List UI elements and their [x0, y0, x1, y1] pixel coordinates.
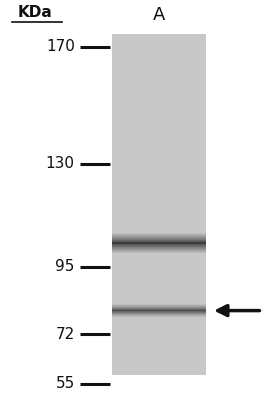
Bar	[112, 314, 206, 315]
Bar	[112, 248, 206, 249]
Text: 130: 130	[46, 156, 75, 171]
Bar	[112, 252, 206, 253]
Bar	[112, 249, 206, 250]
Bar	[112, 235, 206, 236]
Bar	[112, 246, 206, 247]
Bar	[112, 234, 206, 235]
Bar	[112, 313, 206, 314]
Bar	[112, 244, 206, 245]
Bar	[112, 311, 206, 312]
Text: 72: 72	[56, 326, 75, 342]
Bar	[112, 316, 206, 317]
Bar	[112, 250, 206, 251]
Text: A: A	[153, 6, 165, 24]
Bar	[112, 315, 206, 316]
Bar	[112, 310, 206, 311]
Bar	[112, 308, 206, 309]
Bar	[112, 306, 206, 307]
Bar	[112, 241, 206, 242]
Bar	[112, 240, 206, 241]
Text: 55: 55	[56, 376, 75, 392]
Text: 170: 170	[46, 39, 75, 54]
Bar	[112, 242, 206, 243]
Text: 95: 95	[55, 259, 75, 274]
Bar	[112, 243, 206, 244]
Bar	[112, 237, 206, 238]
Bar	[112, 238, 206, 239]
Bar	[112, 245, 206, 246]
Bar	[112, 307, 206, 308]
Bar	[112, 304, 206, 305]
Bar	[112, 309, 206, 310]
Bar	[112, 239, 206, 240]
Bar	[112, 247, 206, 248]
Bar	[112, 34, 206, 375]
Text: KDa: KDa	[18, 5, 53, 20]
Bar	[112, 236, 206, 237]
Bar	[112, 233, 206, 234]
Bar	[112, 251, 206, 252]
Bar	[112, 305, 206, 306]
Bar	[112, 312, 206, 313]
